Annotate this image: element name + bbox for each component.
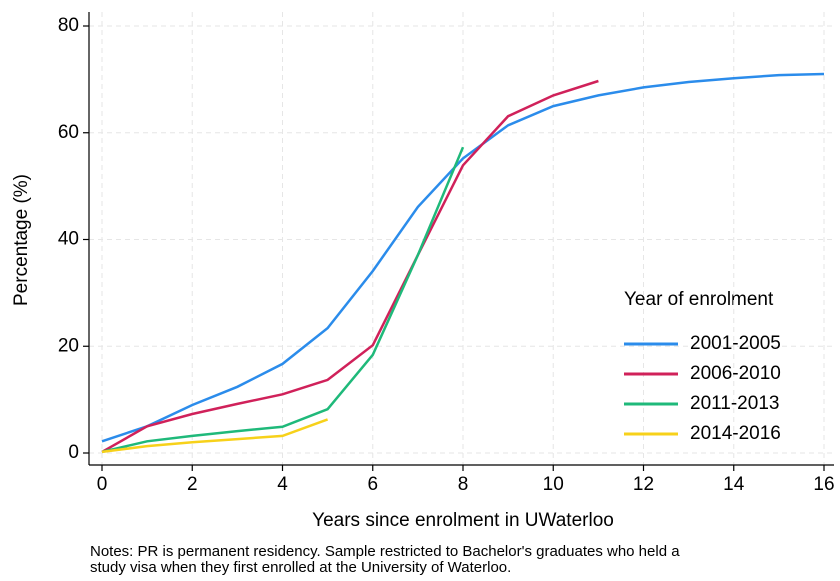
legend-label: 2001-2005 bbox=[690, 333, 781, 354]
y-tick-label: 0 bbox=[68, 442, 79, 463]
x-tick-label: 16 bbox=[813, 474, 834, 495]
x-tick-label: 12 bbox=[633, 474, 654, 495]
y-axis-label: Percentage (%) bbox=[11, 174, 32, 306]
y-tick-label: 20 bbox=[58, 335, 79, 356]
x-tick-label: 4 bbox=[277, 474, 288, 495]
legend-label: 2014-2016 bbox=[690, 423, 781, 444]
x-tick-label: 6 bbox=[367, 474, 378, 495]
x-tick-label: 14 bbox=[723, 474, 745, 495]
y-tick-label: 40 bbox=[58, 229, 79, 250]
note: study visa when they first enrolled at t… bbox=[90, 559, 511, 576]
note: Notes: PR is permanent residency. Sample… bbox=[90, 543, 680, 560]
line-series bbox=[101, 418, 329, 454]
line-series bbox=[101, 146, 465, 454]
x-axis-label: Years since enrolment in UWaterloo bbox=[312, 510, 614, 531]
x-tick-label: 8 bbox=[458, 474, 469, 495]
line-series bbox=[101, 79, 599, 453]
line-series bbox=[101, 72, 825, 443]
legend-title: Year of enrolment bbox=[624, 289, 774, 310]
x-tick-label: 10 bbox=[543, 474, 564, 495]
legend-label: 2006-2010 bbox=[690, 363, 781, 384]
y-tick-label: 60 bbox=[58, 122, 79, 143]
y-tick-label: 80 bbox=[58, 15, 79, 36]
x-tick-label: 2 bbox=[187, 474, 198, 495]
legend-label: 2011-2013 bbox=[690, 393, 779, 414]
x-tick-label: 0 bbox=[97, 474, 108, 495]
